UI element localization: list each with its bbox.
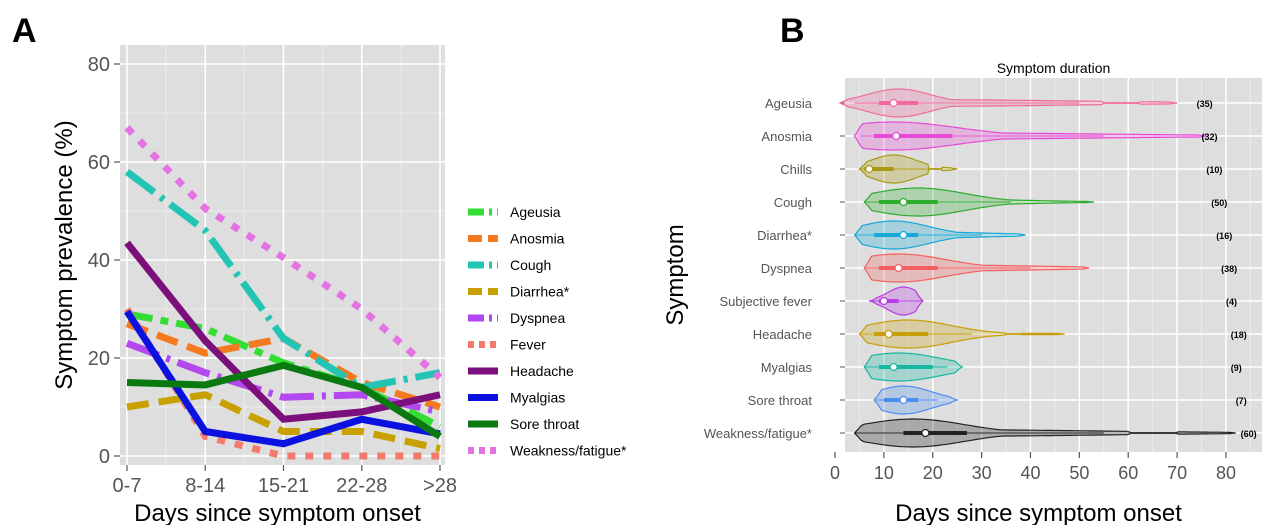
- count-label-myalgias: (9): [1231, 363, 1242, 373]
- count-label-headache: (18): [1231, 330, 1247, 340]
- series-line-diarrhea: [126, 391, 441, 453]
- median-point-dyspnea: [894, 263, 903, 273]
- y-tick-label-a: 40: [88, 250, 110, 272]
- legend-label-weakness-fatigue: Weakness/fatigue*: [510, 443, 627, 459]
- median-point-cough: [899, 197, 908, 207]
- median-point-headache: [884, 329, 893, 339]
- median-point-anosmia: [891, 131, 901, 141]
- y-tick-label-a: 60: [88, 152, 110, 174]
- plot-background-b: [845, 78, 1262, 452]
- panel-a-label: A: [12, 12, 37, 50]
- legend-label-dyspnea: Dyspnea: [510, 310, 565, 326]
- y-tick-label-a: 0: [99, 446, 110, 468]
- x-tick-label-a: 0-7: [113, 475, 142, 497]
- symptom-label-sore-throat: Sore throat: [748, 393, 813, 408]
- count-label-sore-throat: (7): [1236, 396, 1247, 406]
- x-tick-label-b: 30: [972, 463, 992, 483]
- symptom-label-dyspnea: Dyspnea: [761, 261, 813, 276]
- x-tick-label-a: 8-14: [185, 475, 225, 497]
- y-tick-label-a: 20: [88, 348, 110, 370]
- symptom-label-diarrhea: Diarrhea*: [757, 228, 812, 243]
- median-point-weakness-fatigue: [921, 428, 930, 438]
- median-point-chills: [865, 164, 874, 174]
- median-point-sore-throat: [899, 395, 908, 405]
- symptom-label-cough: Cough: [774, 195, 812, 210]
- x-tick-label-b: 20: [923, 463, 943, 483]
- count-label-anosmia: (32): [1202, 132, 1218, 142]
- x-axis-title-b: Days since symptom onset: [895, 500, 1182, 525]
- symptom-label-headache: Headache: [753, 327, 812, 342]
- median-point-subjective-fever: [879, 296, 888, 306]
- symptom-label-ageusia: Ageusia: [765, 96, 813, 111]
- chart-title-b: Symptom duration: [997, 60, 1111, 76]
- series-line-weakness-fatigue: [124, 125, 443, 381]
- symptom-label-subjective-fever: Subjective fever: [720, 294, 813, 309]
- median-point-diarrhea: [899, 230, 908, 240]
- count-label-subjective-fever: (4): [1226, 297, 1237, 307]
- count-label-weakness-fatigue: (60): [1241, 429, 1257, 439]
- legend-label-headache: Headache: [510, 363, 574, 379]
- legend-label-cough: Cough: [510, 257, 551, 273]
- duration-violin-chart: Symptom duration 0 10 20 30 40 50 60 70 80 Ageusia…: [662, 60, 1262, 525]
- y-tick-label-a: 80: [88, 54, 110, 76]
- x-tick-label-b: 10: [874, 463, 894, 483]
- median-point-myalgias: [889, 362, 898, 372]
- y-axis-title-b: Symptom: [662, 224, 689, 325]
- legend-label-anosmia: Anosmia: [510, 231, 565, 247]
- legend-label-fever: Fever: [510, 337, 546, 353]
- median-point-ageusia: [889, 98, 898, 108]
- series-line-myalgias: [124, 309, 441, 448]
- x-tick-label-b: 60: [1118, 463, 1138, 483]
- x-axis-title-a: Days since symptom onset: [134, 500, 421, 525]
- x-tick-label-a: 15-21: [258, 475, 309, 497]
- panel-b-label: B: [780, 12, 805, 50]
- series-line-sore-throat: [126, 361, 442, 440]
- x-tick-label-b: 50: [1069, 463, 1089, 483]
- x-tick-label-b: 0: [830, 463, 840, 483]
- x-tick-label-a: 22-28: [336, 475, 387, 497]
- count-label-chills: (10): [1206, 165, 1222, 175]
- x-tick-label-a: >28: [423, 475, 457, 497]
- x-tick-label-b: 70: [1167, 463, 1187, 483]
- legend-label-myalgias: Myalgias: [510, 390, 565, 406]
- count-label-cough: (50): [1211, 198, 1227, 208]
- x-tick-label-b: 40: [1020, 463, 1040, 483]
- y-axis-title-a: Symptom prevalence (%): [51, 120, 78, 389]
- symptom-label-myalgias: Myalgias: [761, 360, 813, 375]
- count-label-ageusia: (35): [1197, 99, 1213, 109]
- series-line-cough: [124, 169, 441, 392]
- legend-label-sore-throat: Sore throat: [510, 416, 579, 432]
- symptom-label-anosmia: Anosmia: [761, 129, 812, 144]
- count-label-dyspnea: (38): [1221, 264, 1237, 274]
- symptom-label-weakness-fatigue: Weakness/fatigue*: [704, 426, 812, 441]
- count-label-diarrhea: (16): [1216, 231, 1232, 241]
- legend-label-diarrhea: Diarrhea*: [510, 284, 570, 300]
- legend-label-ageusia: Ageusia: [510, 204, 561, 220]
- x-tick-label-b: 80: [1216, 463, 1236, 483]
- symptom-label-chills: Chills: [780, 162, 812, 177]
